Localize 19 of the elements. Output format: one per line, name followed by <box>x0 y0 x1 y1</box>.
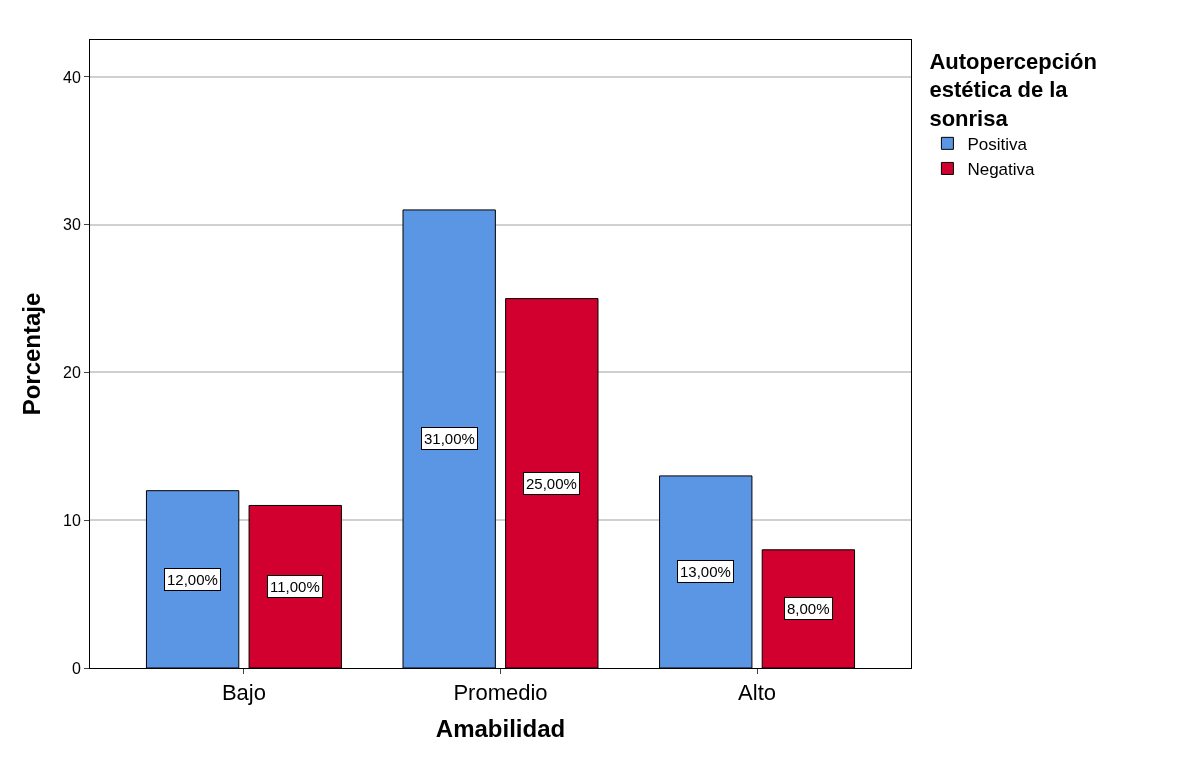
x-tick-label: Bajo <box>221 680 266 706</box>
legend-title: Autopercepción estética de la sonrisa <box>929 48 1097 131</box>
data-label: 31,00% <box>424 430 475 447</box>
y-axis-title: Porcentaje <box>18 292 46 416</box>
x-tick-label: Alto <box>738 680 777 706</box>
y-tick-label: 40 <box>63 68 81 86</box>
y-tick-label: 30 <box>63 216 81 234</box>
data-label: 8,00% <box>787 600 830 617</box>
data-label: 11,00% <box>270 578 320 595</box>
y-tick-label: 10 <box>63 511 81 529</box>
data-label: 13,00% <box>680 563 731 580</box>
x-tick-label: Promedio <box>453 680 548 706</box>
y-tick-label: 20 <box>63 364 81 382</box>
data-label: 12,00% <box>167 571 218 588</box>
x-axis-title: Amabilidad <box>435 714 566 742</box>
data-label: 25,00% <box>526 475 577 492</box>
legend-label: Negativa <box>967 160 1036 180</box>
y-tick-label: 0 <box>71 659 81 677</box>
legend-label: Positiva <box>967 134 1028 154</box>
